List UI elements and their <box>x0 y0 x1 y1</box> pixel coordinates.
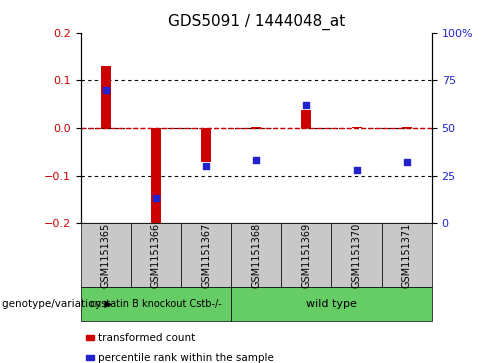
Title: GDS5091 / 1444048_at: GDS5091 / 1444048_at <box>167 14 345 30</box>
Point <box>102 87 109 93</box>
Point <box>252 158 260 163</box>
Bar <box>402 127 412 128</box>
Text: GSM1151368: GSM1151368 <box>251 223 261 287</box>
Bar <box>101 66 111 128</box>
Bar <box>201 128 211 162</box>
Bar <box>151 128 161 228</box>
Point <box>303 102 310 108</box>
Point <box>152 196 160 201</box>
Bar <box>302 110 311 128</box>
Bar <box>251 127 261 128</box>
Point <box>353 167 361 173</box>
Text: GSM1151367: GSM1151367 <box>201 223 211 287</box>
Text: GSM1151365: GSM1151365 <box>101 223 111 287</box>
Text: GSM1151369: GSM1151369 <box>302 223 311 287</box>
Text: cystatin B knockout Cstb-/-: cystatin B knockout Cstb-/- <box>90 299 222 309</box>
Text: GSM1151370: GSM1151370 <box>351 223 362 287</box>
Text: GSM1151371: GSM1151371 <box>402 223 412 287</box>
Point <box>403 159 411 165</box>
Point <box>202 163 210 169</box>
Text: GSM1151366: GSM1151366 <box>151 223 161 287</box>
Text: transformed count: transformed count <box>98 333 195 343</box>
Text: wild type: wild type <box>306 299 357 309</box>
Text: percentile rank within the sample: percentile rank within the sample <box>98 352 273 363</box>
Text: genotype/variation ▶: genotype/variation ▶ <box>2 299 113 309</box>
Bar <box>351 127 362 128</box>
